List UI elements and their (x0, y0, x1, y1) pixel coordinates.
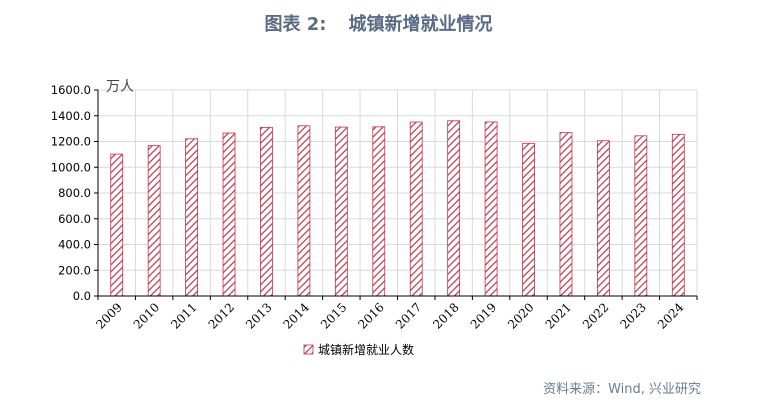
bar-2022 (597, 140, 610, 297)
source-note: 资料来源：Wind, 兴业研究 (543, 382, 701, 397)
bars (110, 120, 685, 297)
figure-title: 城镇新增就业情况 (348, 14, 493, 35)
bar-2014 (297, 125, 311, 297)
bar-2021 (559, 132, 573, 297)
bar-2010 (147, 145, 161, 297)
x-tick-label: 2016 (355, 300, 386, 331)
bar-2023 (634, 135, 648, 297)
x-tick-label: 2009 (93, 300, 124, 331)
bar-2024 (671, 133, 685, 297)
x-tick-labels: 2009 2010 2011 2012 2013 2014 2015 2016 2017 2018… (93, 300, 686, 332)
y-tick-label: 1200.0 (51, 135, 91, 149)
x-tick-label: 2022 (580, 300, 611, 331)
bar-2012 (222, 132, 236, 297)
y-tick-labels: 0.0 200.0 400.0 600.0 800.0 1000.0 1200.0 1400.… (51, 83, 91, 303)
x-tick-label: 2015 (318, 300, 349, 331)
bar-2020 (522, 142, 535, 297)
x-tick-label: 2011 (168, 300, 199, 331)
bar-2011 (185, 138, 198, 297)
bar-2019 (484, 121, 498, 297)
figure-number: 图表 2: (264, 14, 327, 35)
x-tick-label: 2018 (430, 300, 461, 331)
legend-label: 城镇新增就业人数 (318, 342, 414, 357)
y-tick-label: 800.0 (58, 186, 91, 200)
x-tick-label: 2012 (206, 300, 237, 331)
bar-2013 (260, 126, 273, 297)
y-tick-label: 1400.0 (51, 109, 91, 123)
axes (94, 89, 698, 300)
legend-swatch (303, 344, 314, 355)
y-tick-label: 400.0 (58, 238, 91, 252)
legend: 城镇新增就业人数 (303, 342, 414, 357)
y-unit-label: 万人 (106, 79, 134, 95)
x-tick-label: 2017 (393, 300, 424, 331)
bar-2016 (372, 126, 386, 297)
x-tick-label: 2023 (617, 300, 648, 331)
y-tick-label: 200.0 (58, 263, 91, 277)
bar-2009 (110, 153, 124, 297)
bar-2015 (334, 126, 348, 297)
x-tick-label: 2013 (243, 300, 274, 331)
bar-2017 (409, 121, 423, 297)
x-tick-label: 2014 (281, 300, 313, 332)
x-tick-label: 2020 (505, 300, 536, 331)
x-tick-label: 2019 (468, 300, 499, 331)
y-tick-label: 1000.0 (51, 160, 91, 174)
y-tick-label: 600.0 (58, 212, 91, 226)
x-tick-label: 2024 (655, 300, 687, 332)
y-tick-label: 0.0 (73, 289, 91, 303)
y-tick-label: 1600.0 (51, 83, 91, 97)
chart-title: 图表 2: 城镇新增就业情况 (0, 10, 757, 36)
x-tick-label: 2010 (131, 300, 162, 331)
bar-2018 (447, 120, 461, 297)
x-tick-label: 2021 (543, 300, 574, 331)
